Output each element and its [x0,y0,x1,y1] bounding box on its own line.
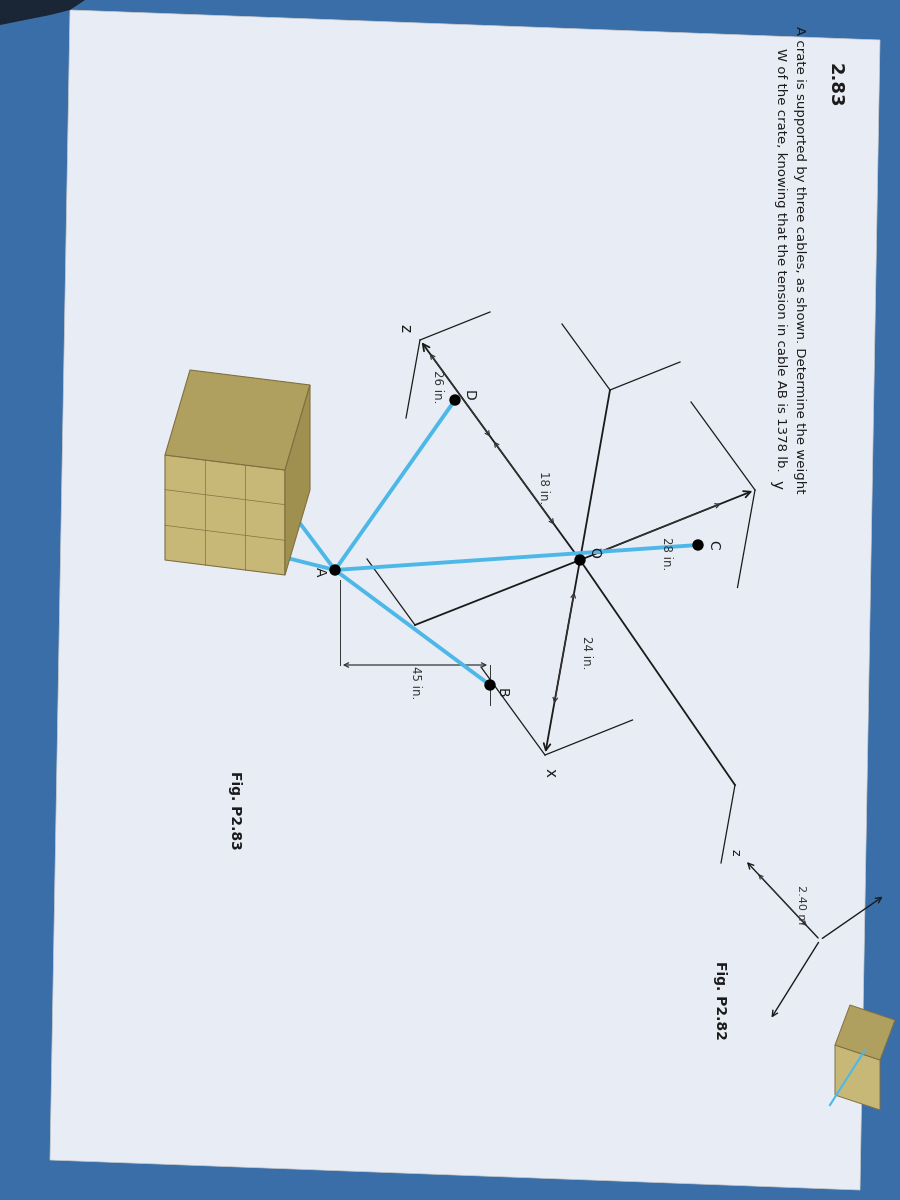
Circle shape [575,554,585,565]
Text: 45 in.: 45 in. [409,666,421,700]
Text: O: O [587,546,601,558]
Text: z: z [728,848,742,856]
Text: D: D [462,390,476,401]
Text: Fig. P2.83: Fig. P2.83 [228,770,242,850]
Polygon shape [50,10,880,1190]
Polygon shape [285,385,310,575]
Text: 24 in.: 24 in. [580,636,593,670]
Text: 2.40 m: 2.40 m [796,886,806,925]
Circle shape [693,540,703,550]
Text: 26 in.: 26 in. [431,371,445,403]
Text: Fig. P2.82: Fig. P2.82 [713,960,727,1039]
Polygon shape [165,455,285,575]
Text: A crate is supported by three cables, as shown. Determine the weight
W of the cr: A crate is supported by three cables, as… [774,26,806,493]
Polygon shape [835,1006,895,1060]
Text: x: x [543,768,557,778]
Text: y: y [770,480,785,490]
Text: 28 in.: 28 in. [661,536,673,570]
Polygon shape [835,1045,880,1110]
Text: B: B [495,688,509,698]
Text: C: C [706,540,720,550]
Polygon shape [0,0,85,25]
Text: 2.83: 2.83 [826,62,844,107]
Text: 18 in.: 18 in. [537,472,551,505]
Circle shape [485,680,495,690]
Polygon shape [165,370,310,470]
Circle shape [450,395,460,404]
Text: z: z [398,324,412,332]
Circle shape [330,565,340,575]
Text: A: A [313,568,327,577]
